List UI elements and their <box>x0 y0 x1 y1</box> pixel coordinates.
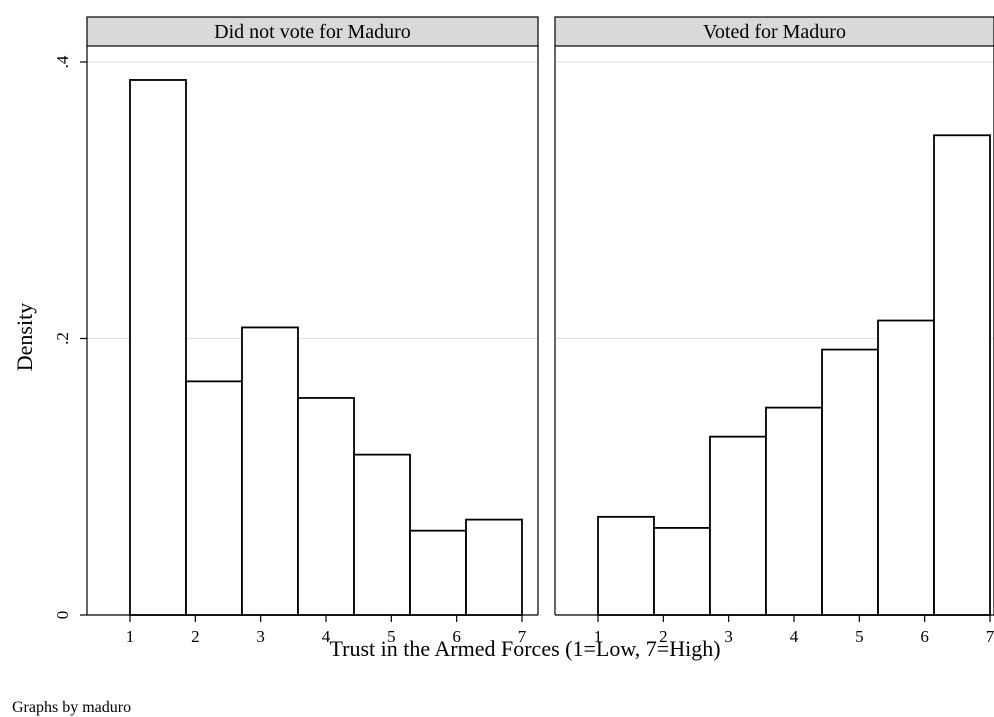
panel-header-strip <box>554 16 994 47</box>
histogram-bar <box>409 529 467 616</box>
histogram-bar <box>597 515 655 616</box>
histogram-bar <box>653 527 711 616</box>
y-axis-title: Density <box>12 303 37 371</box>
panel-title: Did not vote for Maduro <box>214 21 411 43</box>
x-tick-label: 5 <box>855 627 864 646</box>
x-tick-label: 4 <box>322 627 331 646</box>
x-tick-label: 6 <box>452 627 461 646</box>
x-tick-label: 2 <box>191 627 200 646</box>
histogram-bar <box>465 518 523 616</box>
histogram-bar <box>877 319 935 616</box>
x-tick-label: 1 <box>126 627 135 646</box>
y-tick-label: .4 <box>53 55 72 68</box>
histogram-bar <box>821 348 879 616</box>
panels-layer: Did not vote for Maduro 1 2 3 4 5 6 7 0 .2 .4 Voted… <box>53 16 994 646</box>
x-axis-title: Trust in the Armed Forces (1=Low, 7=High… <box>329 636 720 661</box>
histogram-bar <box>241 326 299 616</box>
x-tick-label: 1 <box>594 627 603 646</box>
x-tick-label: 2 <box>659 627 668 646</box>
panel-1: Did not vote for Maduro 1 2 3 4 5 6 7 0 .2 .4 <box>53 16 539 646</box>
histogram-bar <box>185 380 243 616</box>
histogram-bar <box>709 435 767 616</box>
histogram-bar <box>933 134 991 616</box>
y-tick-label: .2 <box>53 332 72 345</box>
x-tick-label: 6 <box>920 627 929 646</box>
x-tick-label: 5 <box>387 627 396 646</box>
x-tick-label: 4 <box>790 627 799 646</box>
histogram-bar <box>765 406 823 616</box>
panel-title: Voted for Maduro <box>703 21 846 43</box>
y-tick-label: 0 <box>53 611 72 620</box>
x-tick-label: 3 <box>256 627 265 646</box>
x-tick-label: 7 <box>986 627 994 646</box>
panel-2: Voted for Maduro 1 2 3 4 5 6 7 <box>554 16 994 646</box>
histogram-bar <box>297 397 355 616</box>
panel-header-strip <box>86 16 539 47</box>
graph-note: Graphs by maduro <box>12 699 131 716</box>
x-tick-label: 7 <box>518 627 527 646</box>
histogram-bar <box>353 453 411 616</box>
histogram-bar <box>129 79 187 616</box>
x-tick-label: 3 <box>724 627 733 646</box>
